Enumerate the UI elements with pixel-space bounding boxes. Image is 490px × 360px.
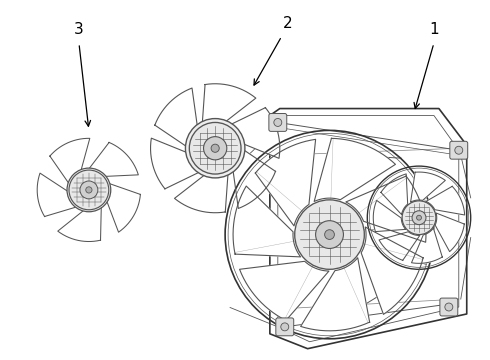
Circle shape — [412, 211, 426, 225]
Circle shape — [316, 221, 343, 248]
Circle shape — [185, 118, 245, 178]
FancyBboxPatch shape — [269, 113, 287, 131]
Polygon shape — [411, 172, 445, 202]
Polygon shape — [314, 138, 395, 202]
Polygon shape — [233, 186, 300, 257]
Circle shape — [69, 170, 109, 210]
Circle shape — [445, 303, 453, 311]
Circle shape — [67, 168, 111, 212]
Polygon shape — [301, 258, 369, 331]
Polygon shape — [233, 149, 275, 208]
FancyBboxPatch shape — [276, 318, 294, 336]
Circle shape — [402, 201, 436, 235]
Circle shape — [211, 144, 219, 152]
Text: 1: 1 — [429, 22, 439, 37]
Circle shape — [203, 137, 227, 160]
Polygon shape — [229, 108, 280, 158]
Polygon shape — [50, 138, 90, 184]
Polygon shape — [174, 172, 228, 213]
Circle shape — [416, 215, 421, 220]
FancyBboxPatch shape — [450, 141, 468, 159]
Polygon shape — [37, 173, 77, 216]
Polygon shape — [150, 138, 201, 189]
Polygon shape — [255, 139, 316, 226]
Polygon shape — [240, 261, 329, 320]
Circle shape — [281, 323, 289, 331]
Polygon shape — [361, 227, 423, 314]
Polygon shape — [270, 109, 467, 349]
Polygon shape — [426, 186, 465, 215]
Polygon shape — [89, 143, 138, 176]
Circle shape — [274, 118, 282, 126]
Text: 3: 3 — [74, 22, 84, 37]
Polygon shape — [155, 88, 197, 148]
Polygon shape — [107, 183, 141, 232]
Circle shape — [80, 181, 98, 199]
Polygon shape — [435, 213, 465, 252]
Circle shape — [86, 187, 92, 193]
Polygon shape — [202, 84, 256, 125]
Polygon shape — [58, 207, 101, 242]
Polygon shape — [373, 201, 406, 231]
Circle shape — [325, 230, 334, 239]
Circle shape — [455, 146, 463, 154]
Circle shape — [294, 200, 365, 269]
FancyBboxPatch shape — [440, 298, 458, 316]
Circle shape — [189, 122, 241, 174]
Polygon shape — [379, 232, 420, 260]
Polygon shape — [412, 228, 442, 264]
Polygon shape — [381, 174, 408, 215]
Polygon shape — [346, 176, 426, 242]
Text: 2: 2 — [283, 16, 293, 31]
